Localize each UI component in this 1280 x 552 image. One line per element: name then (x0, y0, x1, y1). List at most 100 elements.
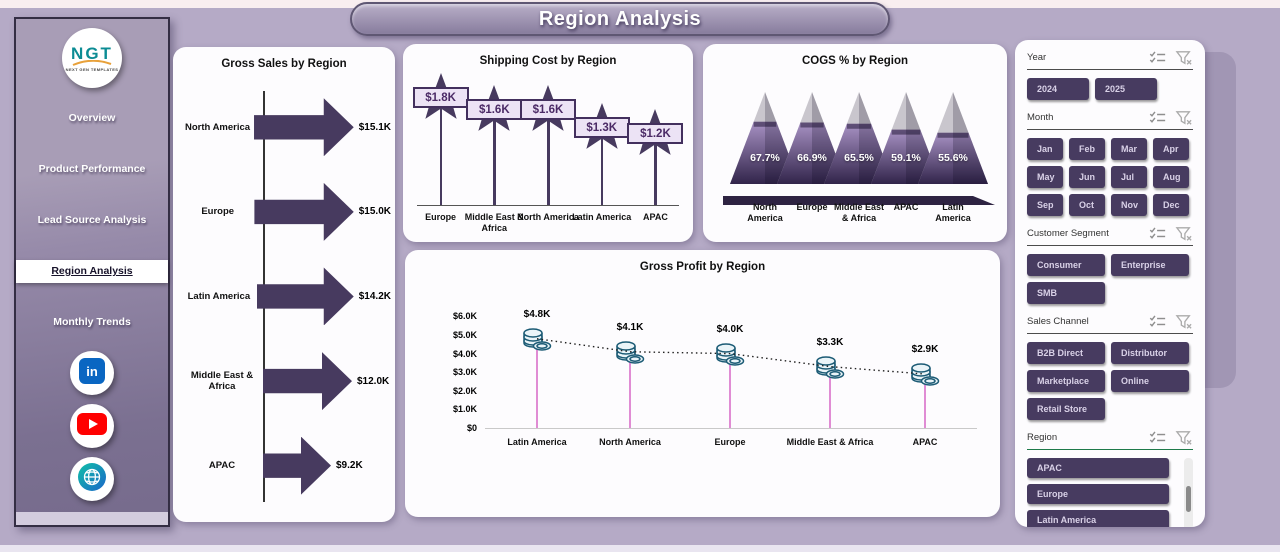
slicer-option-smb[interactable]: SMB (1027, 282, 1105, 304)
gross-profit-chart: $6.0K $5.0K $4.0K $3.0K $2.0K $1.0K $0 $4.8K Lat… (419, 278, 994, 510)
category-label: Europe (714, 437, 746, 447)
slicer-divider (1027, 449, 1193, 450)
scrollbar[interactable] (1184, 458, 1193, 527)
slicer-title: Year (1027, 52, 1047, 63)
gross-sales-chart: North America $15.1K Europe $15.0K Latin Ame… (181, 85, 391, 508)
sidebar-item-region-analysis[interactable]: Region Analysis (16, 260, 168, 283)
sidebar-item-product-performance[interactable]: Product Performance (38, 163, 146, 175)
arrow-bar (263, 437, 331, 495)
slicer-option-feb[interactable]: Feb (1069, 138, 1105, 160)
pyramid-value-label: 67.7% (750, 152, 780, 164)
youtube-button[interactable] (70, 404, 114, 448)
select-all-icon[interactable] (1149, 110, 1166, 125)
logo-swoosh-icon (72, 59, 112, 66)
slicer-option-2024[interactable]: 2024 (1027, 78, 1089, 100)
clear-filter-icon[interactable] (1175, 314, 1193, 330)
slicer-option-apr[interactable]: Apr (1153, 138, 1189, 160)
slicer-option-latin-america[interactable]: Latin America (1027, 510, 1169, 527)
category-label: Middle East & Africa (464, 212, 524, 234)
slicer-header: Sales Channel (1027, 312, 1193, 331)
y-tick-label: $2.0K (452, 385, 477, 396)
slicer-option-marketplace[interactable]: Marketplace (1027, 370, 1105, 392)
slicer-option-oct[interactable]: Oct (1069, 194, 1105, 216)
shipping-cost-title: Shipping Cost by Region (479, 55, 617, 67)
slicer-option-consumer[interactable]: Consumer (1027, 254, 1105, 276)
pin-stem (547, 109, 550, 205)
slicer-customer-segment: Customer Segment Consumer Enterprise SMB (1027, 224, 1193, 304)
page-title: Region Analysis (538, 7, 702, 30)
globe-button[interactable] (70, 457, 114, 501)
gross-profit-title: Gross Profit by Region (639, 261, 766, 273)
cogs-panel: COGS % by Region 67.7% North America 66.9%… (703, 44, 1007, 242)
globe-icon (77, 462, 107, 497)
arrow-bar (257, 267, 354, 325)
slicer-option-2025[interactable]: 2025 (1095, 78, 1157, 100)
pin-stem (600, 127, 604, 205)
slicer-option-jun[interactable]: Jun (1069, 166, 1105, 188)
slicer-option-europe[interactable]: Europe (1027, 484, 1169, 504)
select-all-icon[interactable] (1149, 226, 1166, 241)
pin-stem (439, 97, 443, 205)
linkedin-button[interactable]: in (70, 351, 114, 395)
slicer-option-jul[interactable]: Jul (1111, 166, 1147, 188)
select-all-icon[interactable] (1149, 430, 1166, 445)
slicer-month: Month Jan Feb Mar Apr May Jun Jul Aug Sep Oct Nov De… (1027, 108, 1193, 216)
sales-row: Europe $15.0K (181, 170, 391, 255)
gross-profit-panel: Gross Profit by Region $6.0K $5.0K $4.0K $3… (405, 250, 1000, 517)
value-label: $2.9K (911, 344, 939, 356)
slicer-divider (1027, 69, 1193, 70)
slicer-option-enterprise[interactable]: Enterprise (1111, 254, 1189, 276)
clear-filter-icon[interactable] (1175, 430, 1193, 446)
slicer-option-retail-store[interactable]: Retail Store (1027, 398, 1105, 420)
pin-value-label: $1.6K (520, 99, 576, 120)
sidebar-nav: Overview Product Performance Lead Source A… (16, 107, 168, 362)
clear-filter-icon[interactable] (1175, 110, 1193, 126)
value-label: $3.3K (816, 336, 844, 348)
gross-sales-panel: Gross Sales by Region North America $15.1… (173, 47, 395, 522)
y-tick-label: $1.0K (452, 404, 477, 415)
scrollbar-thumb[interactable] (1186, 486, 1191, 512)
clear-filter-icon[interactable] (1175, 50, 1193, 66)
ngt-logo: NGT NEXT GEN TEMPLATES (62, 28, 122, 88)
select-all-icon[interactable] (1149, 314, 1166, 329)
slicer-region: Region APAC Europe Latin America (1027, 428, 1193, 527)
pin-value-label: $1.3K (573, 117, 630, 138)
slicer-option-online[interactable]: Online (1111, 370, 1189, 392)
cogs-chart: 67.7% North America 66.9% Europe 65.5% Middle… (715, 78, 995, 238)
category-label: Europe (425, 212, 457, 222)
sidebar-item-monthly-trends[interactable]: Monthly Trends (53, 316, 131, 328)
slicer-option-b2b-direct[interactable]: B2B Direct (1027, 342, 1105, 364)
region-list: APAC Europe Latin America (1027, 458, 1178, 527)
shipping-cost-chart: $1.8K Europe $1.6K Middle East & Africa $1.6… (412, 73, 684, 233)
category-label: North America (184, 121, 251, 133)
slicer-option-sep[interactable]: Sep (1027, 194, 1063, 216)
value-label: $9.2K (336, 460, 363, 472)
sidebar: NGT NEXT GEN TEMPLATES Overview Product P… (14, 17, 170, 527)
slicer-options: B2B Direct Distributor Marketplace Online Re… (1027, 342, 1193, 420)
slicer-option-aug[interactable]: Aug (1153, 166, 1189, 188)
value-label: $14.2K (358, 290, 391, 302)
slicer-option-jan[interactable]: Jan (1027, 138, 1063, 160)
slicer-option-distributor[interactable]: Distributor (1111, 342, 1189, 364)
clear-filter-icon[interactable] (1175, 226, 1193, 242)
slicer-options: Jan Feb Mar Apr May Jun Jul Aug Sep Oct Nov Dec (1027, 138, 1193, 216)
pin-value-label: $1.8K (412, 87, 469, 108)
slicer-option-apac[interactable]: APAC (1027, 458, 1169, 478)
x-axis-line (485, 428, 977, 429)
pin-stem (654, 133, 657, 205)
slicer-panel: Year 2024 2025 Month Jan Feb Mar Apr May Jun Jul Au… (1015, 40, 1205, 527)
category-label: APAC (208, 459, 236, 471)
select-all-icon[interactable] (1149, 50, 1166, 65)
point-stem (829, 374, 831, 428)
category-label: Europe (201, 206, 235, 218)
slicer-option-dec[interactable]: Dec (1153, 194, 1189, 216)
sidebar-item-lead-source-analysis[interactable]: Lead Source Analysis (37, 214, 147, 226)
value-label: $4.8K (523, 308, 551, 320)
value-label: $15.1K (358, 121, 391, 133)
slicer-year: Year 2024 2025 (1027, 48, 1193, 100)
slicer-option-may[interactable]: May (1027, 166, 1063, 188)
slicer-option-mar[interactable]: Mar (1111, 138, 1147, 160)
sidebar-item-overview[interactable]: Overview (68, 112, 116, 124)
pin-value-label: $1.6K (466, 99, 523, 120)
slicer-option-nov[interactable]: Nov (1111, 194, 1147, 216)
